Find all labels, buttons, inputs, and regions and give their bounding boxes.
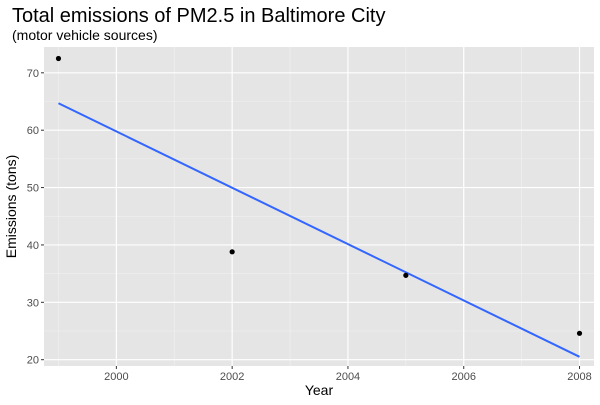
minor-gridlines	[44, 47, 594, 366]
data-point	[55, 55, 62, 62]
y-tick-label: 50	[27, 183, 39, 195]
x-tick-label: 2004	[336, 371, 360, 383]
x-tick-label: 2000	[104, 371, 128, 383]
y-axis-label: Emissions (tons)	[3, 155, 19, 258]
data-point	[576, 330, 583, 336]
y-tick-label: 60	[27, 125, 39, 137]
data-point	[229, 249, 235, 255]
x-tick-label: 2002	[220, 371, 244, 383]
x-axis-label: Year	[305, 382, 334, 398]
y-tick-label: 30	[27, 297, 39, 309]
trend-line-layer	[58, 102, 580, 358]
x-tick-label: 2006	[451, 371, 475, 383]
x-tick-label: 2008	[567, 371, 591, 383]
y-tick-label: 70	[27, 68, 39, 80]
y-tick-label: 40	[27, 240, 39, 252]
y-axis: 20 30 40 50 60 70	[27, 68, 44, 367]
major-gridlines	[44, 47, 594, 366]
trend-line	[58, 102, 580, 358]
y-tick-label: 20	[27, 355, 39, 367]
data-point	[403, 272, 409, 278]
chart-title: Total emissions of PM2.5 in Baltimore Ci…	[12, 5, 385, 27]
x-axis: 2000 2002 2004 2006 2008	[104, 366, 592, 383]
chart-subtitle: (motor vehicle sources)	[12, 27, 158, 43]
data-points	[55, 55, 583, 336]
plot-panel	[44, 47, 594, 366]
